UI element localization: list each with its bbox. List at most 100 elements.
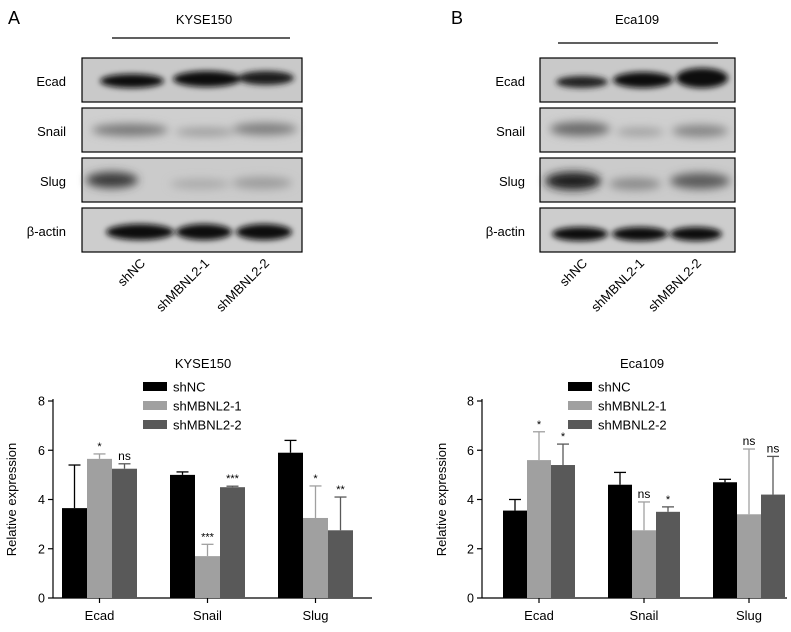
band <box>86 172 138 188</box>
legend-swatch <box>143 401 167 410</box>
band <box>176 224 232 240</box>
band <box>545 172 601 190</box>
panel-b-lane-label-shnc: shNC <box>557 256 591 290</box>
bar-chart-kyse150: KYSE150 0 2 4 6 8 Relative expression Ecad * ns Sn… <box>4 356 372 623</box>
bar-shmbnl2-2 <box>328 530 353 598</box>
bar-shnc <box>278 452 303 598</box>
legend-swatch <box>568 401 592 410</box>
band <box>670 173 730 189</box>
significance-label: * <box>537 419 542 431</box>
legend-label: shMBNL2-2 <box>173 418 242 433</box>
panel-b-lane-label-shmbnl2-1: shMBNL2-1 <box>588 256 647 315</box>
band <box>238 71 294 85</box>
significance-label: *** <box>201 531 215 543</box>
panel-b-blot: B Eca109 Ecad Snail Slug β-actin <box>451 8 736 315</box>
band <box>100 74 164 88</box>
chart-title: Eca109 <box>620 356 664 371</box>
bar-shmbnl2-1 <box>632 530 656 598</box>
significance-label: *** <box>226 473 240 485</box>
x-tick-label: Ecad <box>524 608 554 623</box>
significance-label: ** <box>336 484 345 496</box>
bar-shnc <box>503 510 527 598</box>
bar-shnc <box>170 474 195 598</box>
panel-b-cell-line: Eca109 <box>615 12 659 27</box>
band <box>609 178 661 190</box>
band <box>92 124 168 136</box>
significance-label: ns <box>118 449 131 463</box>
bar-shmbnl2-2 <box>112 468 137 598</box>
panel-a-row-label-slug: Slug <box>40 174 66 189</box>
significance-label: ns <box>743 434 756 448</box>
bar-shnc <box>62 508 87 598</box>
panel-a-lane-label-shmbnl2-1: shMBNL2-1 <box>153 256 212 315</box>
x-tick-label: Ecad <box>85 608 115 623</box>
significance-label: * <box>561 431 566 443</box>
panel-a-row-label-ecad: Ecad <box>36 74 66 89</box>
significance-label: ns <box>767 441 780 455</box>
bar-shmbnl2-2 <box>551 465 575 598</box>
band <box>232 177 292 189</box>
band <box>236 224 292 240</box>
legend-label: shMBNL2-1 <box>598 399 667 414</box>
panel-a-blot: A KYSE150 Ecad Snail Slug β-actin <box>8 8 303 315</box>
bar-shmbnl2-1 <box>303 517 328 598</box>
y-tick-label: 4 <box>38 493 45 507</box>
legend-swatch <box>143 382 167 391</box>
y-tick-label: 8 <box>38 395 45 409</box>
bar-shnc <box>713 482 737 598</box>
y-tick-label: 2 <box>467 542 474 556</box>
y-tick-label: 4 <box>467 493 474 507</box>
band <box>233 123 297 135</box>
panel-b-row-label-ecad: Ecad <box>495 74 525 89</box>
y-axis-label: Relative expression <box>434 443 449 556</box>
band <box>556 76 608 88</box>
y-tick-label: 8 <box>467 395 474 409</box>
significance-label: * <box>313 473 318 485</box>
legend-label: shMBNL2-1 <box>173 399 242 414</box>
legend-label: shNC <box>598 380 631 395</box>
legend-swatch <box>143 420 167 429</box>
bar-chart-eca109: Eca109 0 2 4 6 8 Relative expression Ecad * * Snai… <box>434 356 787 623</box>
legend-label: shMBNL2-2 <box>598 418 667 433</box>
legend-swatch <box>568 382 592 391</box>
bar-shmbnl2-2 <box>761 494 785 598</box>
bar-shnc <box>608 484 632 598</box>
y-axis-label: Relative expression <box>4 443 19 556</box>
y-tick-label: 6 <box>38 444 45 458</box>
band <box>550 122 610 136</box>
band <box>613 72 673 88</box>
panel-b-row-label-slug: Slug <box>499 174 525 189</box>
panel-a-lane-label-shmbnl2-2: shMBNL2-2 <box>213 256 272 315</box>
chart-title: KYSE150 <box>175 356 231 371</box>
y-tick-label: 0 <box>38 592 45 606</box>
band <box>106 224 174 240</box>
panel-b-row-label-snail: Snail <box>496 124 525 139</box>
bar-shmbnl2-1 <box>195 556 220 598</box>
bar-shmbnl2-1 <box>527 460 551 598</box>
panel-b-row-label-actin: β-actin <box>486 224 525 239</box>
band <box>670 227 722 241</box>
legend-label: shNC <box>173 380 206 395</box>
panel-b-lane-label-shmbnl2-2: shMBNL2-2 <box>645 256 704 315</box>
panel-a-row-label-actin: β-actin <box>27 224 66 239</box>
bar-shmbnl2-2 <box>220 487 245 598</box>
band <box>552 227 608 241</box>
band <box>616 128 664 136</box>
x-tick-label: Slug <box>302 608 328 623</box>
x-tick-label: Snail <box>630 608 659 623</box>
y-tick-label: 6 <box>467 444 474 458</box>
panel-a-row-label-snail: Snail <box>37 124 66 139</box>
y-tick-label: 2 <box>38 542 45 556</box>
band <box>676 68 728 88</box>
band <box>672 125 728 137</box>
significance-label: ns <box>638 487 651 501</box>
bar-shmbnl2-1 <box>737 514 761 598</box>
significance-label: * <box>97 441 102 453</box>
legend-swatch <box>568 420 592 429</box>
x-tick-label: Snail <box>193 608 222 623</box>
y-tick-label: 0 <box>467 592 474 606</box>
band <box>170 179 230 189</box>
band <box>175 128 235 136</box>
bar-shmbnl2-1 <box>87 458 112 598</box>
